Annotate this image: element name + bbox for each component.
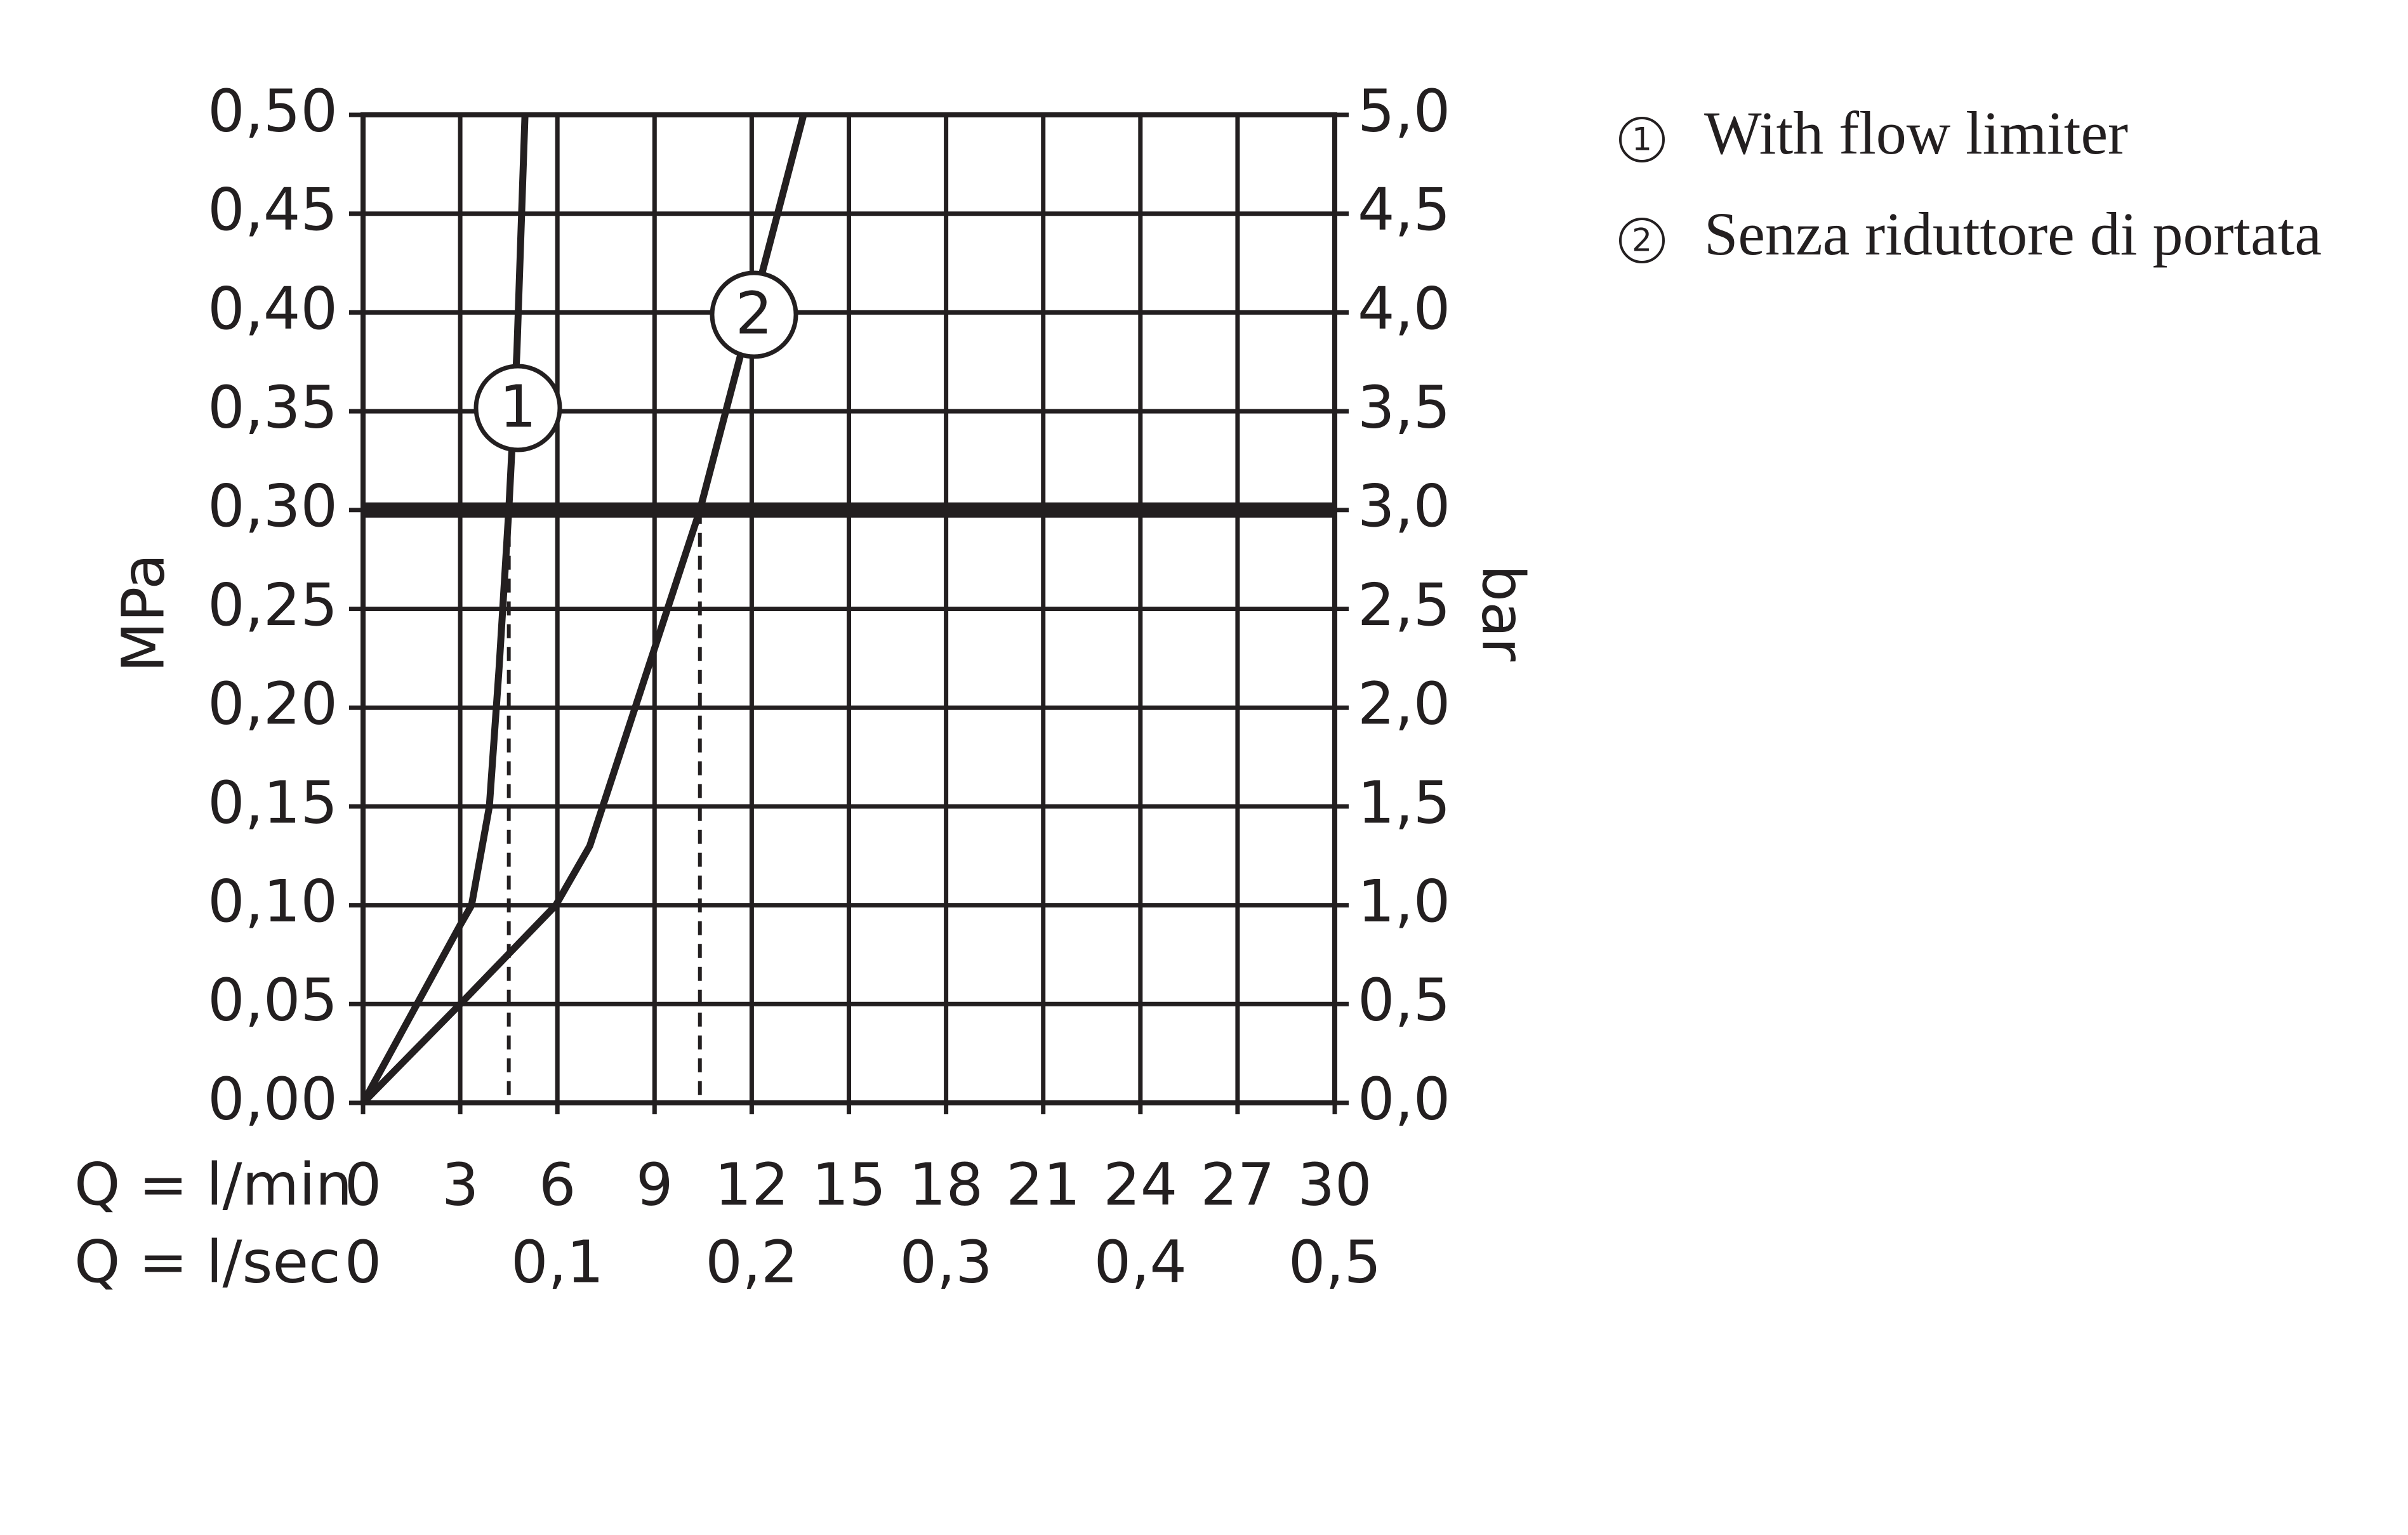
x2-tick-label: 0,3 bbox=[899, 1228, 992, 1296]
data-line bbox=[361, 114, 807, 1105]
x-axis-label: Q = l/min bbox=[74, 1150, 352, 1218]
plot-frame bbox=[361, 112, 1337, 1105]
legend-symbol-label: 2 bbox=[1632, 222, 1652, 259]
x2-axis-label: Q = l/sec bbox=[74, 1228, 341, 1296]
y-tick-label: 0,35 bbox=[208, 373, 338, 441]
y-tick-label: 0,30 bbox=[208, 472, 338, 540]
y-tick-label: 0,00 bbox=[208, 1065, 338, 1133]
y2-tick-label: 0,5 bbox=[1358, 966, 1450, 1034]
y2-tick-label: 2,5 bbox=[1358, 571, 1450, 639]
y-tick-label: 0,50 bbox=[208, 77, 338, 145]
y2-axis-label: bar bbox=[1469, 565, 1537, 662]
y-tick-label: 0,15 bbox=[208, 768, 338, 836]
x-tick-label: 27 bbox=[1200, 1150, 1274, 1218]
y-tick-label: 0,20 bbox=[208, 670, 338, 738]
x-tick-label: 12 bbox=[715, 1150, 789, 1218]
curve-marker bbox=[710, 270, 798, 359]
x-tick-label: 9 bbox=[636, 1150, 673, 1218]
legend-symbol-label: 1 bbox=[1632, 121, 1652, 158]
y2-tick-label: 5,0 bbox=[1358, 77, 1450, 145]
x-tick-label: 24 bbox=[1103, 1150, 1177, 1218]
x-tick-label: 0 bbox=[345, 1150, 382, 1218]
x2-tick-label: 0 bbox=[345, 1228, 382, 1296]
y2-tick-label: 4,0 bbox=[1358, 275, 1450, 343]
x-tick-label: 18 bbox=[909, 1150, 983, 1218]
curve-marker-label: 1 bbox=[499, 372, 537, 440]
y-axis-label: MPa bbox=[109, 553, 177, 672]
y-tick-label: 0,10 bbox=[208, 867, 338, 935]
y2-tick-label: 1,5 bbox=[1358, 768, 1450, 836]
x2-tick-label: 0,5 bbox=[1288, 1228, 1381, 1296]
legend-label: With flow limiter bbox=[1704, 99, 2128, 167]
curve-marker-label: 2 bbox=[736, 279, 773, 347]
x-tick-label: 15 bbox=[812, 1150, 886, 1218]
y2-tick-label: 2,0 bbox=[1358, 670, 1450, 738]
legend-symbol bbox=[1619, 117, 1665, 162]
y2-tick-label: 0,0 bbox=[1358, 1065, 1450, 1133]
x-tick-label: 30 bbox=[1297, 1150, 1372, 1218]
x-tick-label: 6 bbox=[539, 1150, 576, 1218]
x-tick-label: 3 bbox=[442, 1150, 479, 1218]
legend-symbol bbox=[1619, 218, 1665, 263]
y2-tick-label: 3,0 bbox=[1358, 472, 1450, 540]
x2-tick-label: 0,2 bbox=[705, 1228, 798, 1296]
y2-tick-label: 4,5 bbox=[1358, 176, 1450, 244]
y2-tick-label: 1,0 bbox=[1358, 867, 1450, 935]
y-tick-label: 0,05 bbox=[208, 966, 338, 1034]
y-tick-label: 0,40 bbox=[208, 275, 338, 343]
y2-tick-label: 3,5 bbox=[1358, 373, 1450, 441]
x2-tick-label: 0,4 bbox=[1094, 1228, 1187, 1296]
y-tick-label: 0,25 bbox=[208, 571, 338, 639]
x2-tick-label: 0,1 bbox=[511, 1228, 604, 1296]
legend-label: Senza riduttore di portata bbox=[1704, 200, 2322, 268]
x-tick-label: 21 bbox=[1006, 1150, 1080, 1218]
curve-marker bbox=[473, 364, 562, 452]
y-tick-label: 0,45 bbox=[208, 176, 338, 244]
